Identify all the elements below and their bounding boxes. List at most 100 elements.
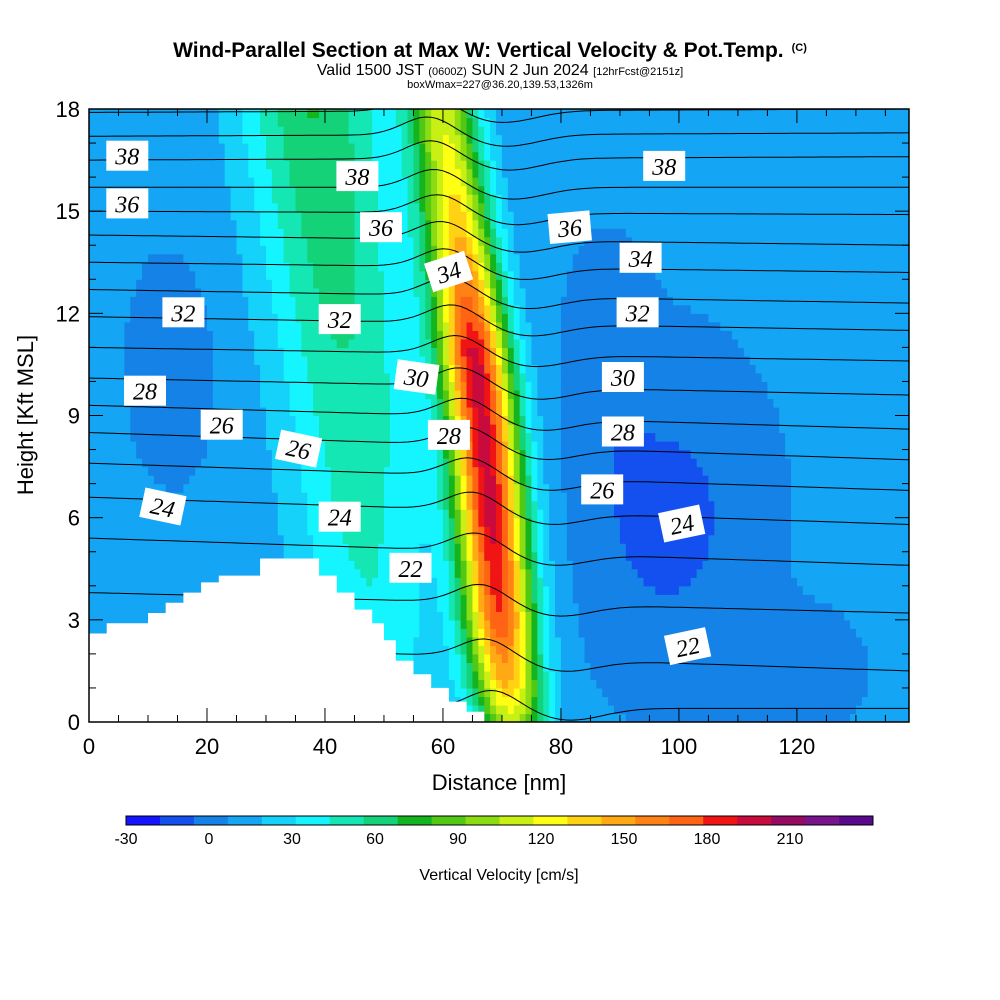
velocity-cell [277, 313, 285, 323]
velocity-cell [183, 151, 190, 161]
velocity-cell [336, 143, 344, 153]
velocity-cell [106, 585, 114, 595]
velocity-cell [283, 202, 291, 212]
velocity-cell [454, 313, 462, 323]
velocity-cell [354, 270, 361, 280]
velocity-cell [195, 134, 202, 144]
velocity-cell [277, 347, 285, 357]
velocity-cell [442, 398, 450, 408]
velocity-cell [348, 330, 356, 340]
velocity-cell [260, 211, 267, 221]
velocity-cell [478, 619, 485, 629]
velocity-cell [454, 228, 462, 238]
velocity-cell [472, 653, 479, 663]
velocity-cell [153, 134, 161, 144]
velocity-cell [254, 177, 261, 187]
velocity-cell [342, 126, 350, 136]
velocity-cell [159, 543, 167, 553]
velocity-cell [324, 194, 332, 204]
velocity-cell [189, 194, 196, 204]
velocity-cell [442, 151, 450, 161]
velocity-cell [189, 168, 196, 178]
velocity-cell [165, 381, 173, 391]
velocity-cell [466, 696, 474, 706]
velocity-cell [206, 338, 214, 348]
velocity-cell [271, 211, 279, 221]
velocity-cell [378, 364, 385, 374]
velocity-cell [478, 330, 485, 340]
velocity-cell [124, 577, 131, 587]
velocity-cell [183, 543, 190, 553]
velocity-cell [218, 330, 226, 340]
velocity-cell [248, 194, 255, 204]
velocity-cell [336, 228, 344, 238]
velocity-cell [212, 109, 220, 119]
velocity-cell [100, 543, 108, 553]
velocity-cell [437, 551, 444, 561]
velocity-cell [136, 432, 143, 442]
velocity-cell [112, 483, 120, 493]
velocity-cell [301, 194, 308, 204]
velocity-cell [496, 636, 503, 646]
velocity-cell [496, 628, 503, 638]
velocity-cell [448, 594, 456, 604]
velocity-cell [383, 526, 391, 536]
velocity-cell [295, 194, 302, 204]
velocity-cell [319, 449, 326, 459]
velocity-cell [224, 287, 232, 297]
velocity-cell [165, 134, 173, 144]
velocity-cell [490, 245, 497, 255]
velocity-cell [218, 466, 226, 476]
velocity-cell [448, 636, 456, 646]
velocity-cell [94, 483, 102, 493]
velocity-cell [383, 321, 391, 331]
velocity-cell [330, 475, 338, 485]
velocity-cell [360, 355, 367, 366]
velocity-cell [389, 296, 397, 306]
velocity-cell [118, 219, 125, 229]
velocity-cell [142, 466, 149, 476]
velocity-cell [490, 355, 497, 366]
velocity-cell [490, 143, 497, 153]
velocity-cell [260, 406, 267, 417]
velocity-cell [147, 517, 155, 527]
velocity-cell [112, 219, 120, 229]
velocity-cell [484, 389, 491, 400]
velocity-cell [183, 466, 190, 476]
velocity-cell [496, 517, 503, 527]
velocity-cell [448, 389, 456, 400]
velocity-cell [118, 134, 125, 144]
velocity-cell [472, 602, 479, 612]
velocity-cell [395, 117, 403, 127]
velocity-cell [478, 517, 485, 527]
velocity-cell [254, 560, 261, 570]
velocity-cell [295, 296, 302, 306]
velocity-cell [224, 475, 232, 485]
velocity-cell [142, 560, 149, 570]
velocity-cell [448, 185, 456, 195]
velocity-cell [142, 432, 149, 442]
velocity-cell [389, 398, 397, 408]
velocity-cell [254, 296, 261, 306]
velocity-cell [307, 424, 314, 434]
velocity-cell [372, 126, 379, 136]
velocity-cell [401, 338, 409, 348]
velocity-cell [448, 338, 456, 348]
velocity-cell [348, 458, 356, 468]
velocity-cell [378, 466, 385, 476]
velocity-cell [218, 347, 226, 357]
velocity-cell [313, 347, 320, 357]
velocity-cell [442, 653, 450, 663]
velocity-cell [490, 679, 497, 689]
velocity-cell [360, 509, 367, 519]
velocity-cell [448, 398, 456, 408]
velocity-cell [378, 415, 385, 425]
velocity-cell [383, 330, 391, 340]
velocity-cell [271, 526, 279, 536]
velocity-cell [378, 509, 385, 519]
velocity-cell [295, 160, 302, 170]
velocity-cell [324, 211, 332, 221]
velocity-cell [260, 236, 267, 246]
velocity-cell [460, 458, 468, 468]
